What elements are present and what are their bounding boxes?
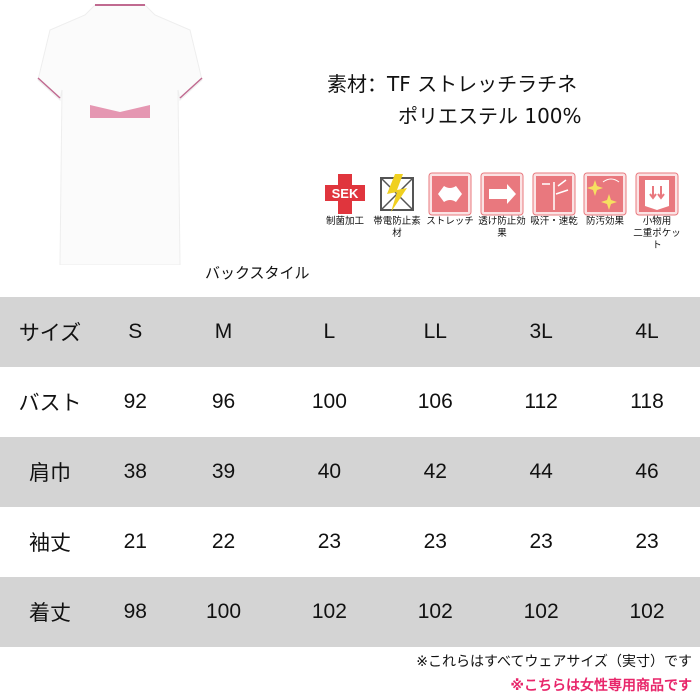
table-cell: 102 (382, 577, 489, 647)
dress-back-image (37, 4, 203, 265)
feature-label: 透け防止効果 (478, 216, 526, 239)
see-through-prevention-icon (480, 172, 524, 216)
size-table: サイズ S M L LL 3L 4L バスト 92 96 100 106 112 118 肩巾 38 39 40 4… (0, 297, 700, 647)
feature-label: 制菌加工 (325, 216, 364, 227)
row-label: サイズ (0, 297, 100, 367)
table-cell: 22 (211, 530, 236, 553)
table-cell: 40 (276, 437, 383, 507)
antistatic-icon (375, 172, 419, 216)
feature-label: 防汚効果 (585, 216, 624, 227)
table-cell: 46 (594, 437, 700, 507)
table-row: バスト 92 96 100 106 112 118 (0, 367, 700, 437)
table-cell: 23 (423, 530, 447, 553)
back-style-caption: バックスタイル (205, 264, 310, 282)
table-cell: 102 (276, 577, 383, 647)
women-only-note: ※こちらは女性専用商品です (510, 678, 692, 694)
table-cell: 98 (100, 577, 171, 647)
table-cell: 96 (211, 390, 236, 413)
table-cell: 100 (311, 390, 347, 413)
sek-icon: SEK (323, 172, 367, 216)
row-label: 袖丈 (29, 531, 71, 555)
table-row: 袖丈 21 22 23 23 23 23 (0, 507, 700, 577)
table-cell: 44 (488, 437, 595, 507)
table-cell: 42 (382, 437, 489, 507)
table-cell: 92 (123, 390, 147, 413)
table-cell: LL (382, 297, 489, 367)
table-cell: 3L (488, 297, 595, 367)
row-label: 着丈 (0, 577, 100, 647)
table-cell: 21 (123, 530, 147, 553)
table-cell: 39 (170, 437, 277, 507)
feature-label: 帯電防止素材 (373, 216, 421, 239)
table-cell: 23 (317, 530, 342, 553)
sweat-absorb-icon (532, 172, 576, 216)
double-pocket-icon (635, 172, 679, 216)
table-cell: M (170, 297, 277, 367)
row-label: 肩巾 (0, 437, 100, 507)
feature-label: 吸汗・速乾 (530, 216, 578, 227)
svg-text:SEK: SEK (332, 186, 359, 201)
feature-label: ストレッチ (426, 216, 474, 227)
table-cell: 118 (630, 390, 664, 413)
table-cell: 112 (524, 390, 558, 413)
size-note: ※これらはすべてウェアサイズ（実寸）です (416, 654, 692, 670)
table-cell: 23 (529, 530, 553, 553)
table-cell: 23 (635, 530, 659, 553)
material-line-1: 素材：TF ストレッチラチネ (327, 72, 578, 96)
table-row: 着丈 98 100 102 102 102 102 (0, 577, 700, 647)
stretch-icon (428, 172, 472, 216)
table-cell: 102 (594, 577, 700, 647)
feature-label: 小物用 二重ポケット (633, 216, 681, 251)
table-header-row: サイズ S M L LL 3L 4L (0, 297, 700, 367)
table-cell: 102 (488, 577, 595, 647)
table-cell: 100 (170, 577, 277, 647)
table-cell: 4L (594, 297, 700, 367)
material-line-2: ポリエステル 100% (398, 104, 582, 128)
table-cell: L (276, 297, 383, 367)
row-label: バスト (18, 391, 82, 415)
stain-resistant-icon (583, 172, 627, 216)
table-cell: 38 (100, 437, 171, 507)
table-row: 肩巾 38 39 40 42 44 46 (0, 437, 700, 507)
table-cell: 106 (417, 390, 453, 413)
table-cell: S (100, 297, 171, 367)
